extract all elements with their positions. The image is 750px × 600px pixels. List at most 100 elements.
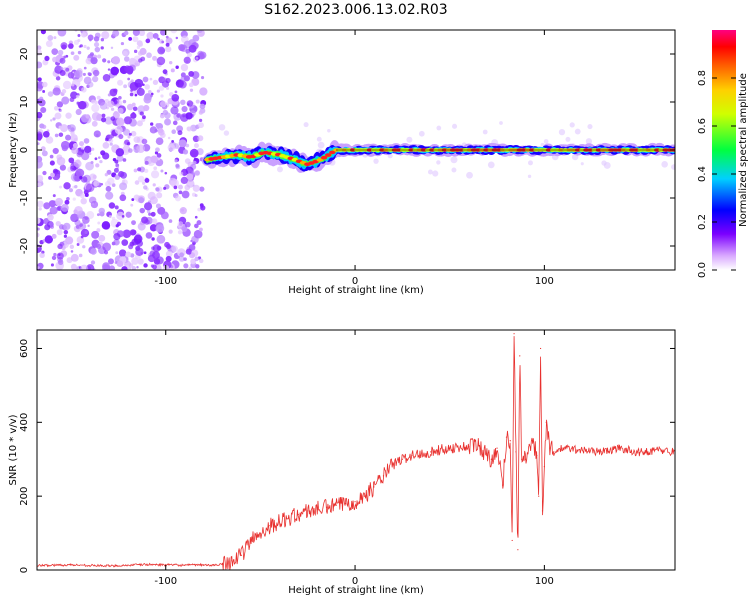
noise-blob xyxy=(98,234,106,242)
snr-point xyxy=(231,560,233,562)
noise-blob xyxy=(196,220,202,226)
noise-blob xyxy=(192,160,197,165)
noise-blob xyxy=(37,266,40,270)
noise-blob xyxy=(40,30,46,35)
noise-blob xyxy=(178,190,183,195)
noise-blob xyxy=(164,171,168,175)
noise-blob xyxy=(136,120,143,127)
noise-blob xyxy=(86,46,90,50)
noise-blob xyxy=(110,107,115,111)
noise-blob xyxy=(83,145,92,154)
noise-blob xyxy=(119,194,127,202)
noise-blob xyxy=(94,100,98,105)
noise-blob xyxy=(199,103,206,110)
noise-blob xyxy=(73,159,82,168)
faint-blob xyxy=(558,128,566,136)
noise-blob xyxy=(130,130,137,137)
noise-blob xyxy=(131,257,139,265)
noise-blob xyxy=(167,143,176,152)
noise-blob xyxy=(118,249,127,257)
noise-blob xyxy=(125,211,132,218)
noise-blob xyxy=(155,187,160,192)
noise-blob xyxy=(164,112,171,119)
noise-blob xyxy=(85,161,94,171)
noise-blob xyxy=(165,42,170,47)
noise-blob xyxy=(53,252,57,257)
noise-blob xyxy=(51,255,57,261)
noise-blob xyxy=(144,160,149,165)
noise-blob xyxy=(164,118,172,126)
noise-blob xyxy=(134,78,144,88)
snr-point xyxy=(288,517,290,519)
faint-blob xyxy=(316,136,322,142)
noise-blob xyxy=(58,132,64,137)
faint-blob xyxy=(436,125,442,131)
snr-point xyxy=(519,355,521,357)
noise-blob xyxy=(128,263,134,268)
faint-blob xyxy=(601,160,607,166)
noise-blob xyxy=(150,211,156,217)
faint-blob xyxy=(574,128,581,135)
noise-blob xyxy=(101,221,111,230)
snr-point xyxy=(545,421,547,423)
noise-blob xyxy=(122,99,127,104)
noise-blob xyxy=(58,125,62,129)
noise-blob xyxy=(74,184,78,189)
noise-blob xyxy=(123,30,129,36)
noise-blob xyxy=(97,221,101,225)
noise-blob xyxy=(188,70,195,77)
noise-blob xyxy=(153,258,161,265)
noise-blob xyxy=(175,195,181,202)
noise-blob xyxy=(57,259,64,266)
snr-point xyxy=(524,458,527,460)
noise-blob xyxy=(157,157,161,161)
noise-blob xyxy=(165,77,171,84)
noise-blob xyxy=(195,99,200,104)
noise-blob xyxy=(200,76,205,80)
noise-blob xyxy=(171,129,177,135)
noise-blob xyxy=(48,175,52,180)
noise-blob xyxy=(113,110,118,115)
snr-point xyxy=(477,444,479,446)
noise-blob xyxy=(104,137,109,142)
noise-blob xyxy=(189,148,199,158)
noise-blob xyxy=(54,112,62,120)
noise-blob xyxy=(146,209,151,214)
noise-blob xyxy=(99,102,108,110)
noise-blob xyxy=(37,142,40,146)
snr-point xyxy=(534,447,536,449)
noise-blob xyxy=(70,165,77,172)
noise-blob xyxy=(115,163,120,168)
noise-blob xyxy=(51,48,59,55)
noise-blob xyxy=(70,91,78,100)
noise-blob xyxy=(131,102,136,107)
noise-blob xyxy=(125,251,132,258)
noise-blob xyxy=(37,227,40,231)
noise-blob xyxy=(142,115,146,120)
snr-point xyxy=(521,458,523,460)
noise-blob xyxy=(197,122,204,129)
noise-blob xyxy=(63,234,68,238)
noise-blob xyxy=(87,224,90,228)
noise-blob xyxy=(66,196,70,201)
noise-blob xyxy=(108,265,115,270)
noise-blob xyxy=(113,167,119,173)
noise-blob xyxy=(52,147,59,155)
noise-blob xyxy=(116,211,125,221)
noise-blob xyxy=(67,72,75,79)
noise-blob xyxy=(56,101,64,108)
snr-point xyxy=(657,449,659,451)
snr-point xyxy=(108,565,110,567)
noise-blob xyxy=(143,202,153,211)
noise-blob xyxy=(126,142,131,146)
noise-blob xyxy=(80,146,85,150)
snr-ylabel: SNR (10 * v/v) xyxy=(8,414,19,485)
faint-blob xyxy=(487,161,495,169)
noise-blob xyxy=(80,235,84,239)
noise-blob xyxy=(63,229,69,235)
colorbar-tick-label: 0.6 xyxy=(697,118,708,134)
snr-point xyxy=(468,445,470,447)
noise-blob xyxy=(101,113,106,118)
snr-point xyxy=(538,495,540,497)
noise-blob xyxy=(194,256,199,262)
